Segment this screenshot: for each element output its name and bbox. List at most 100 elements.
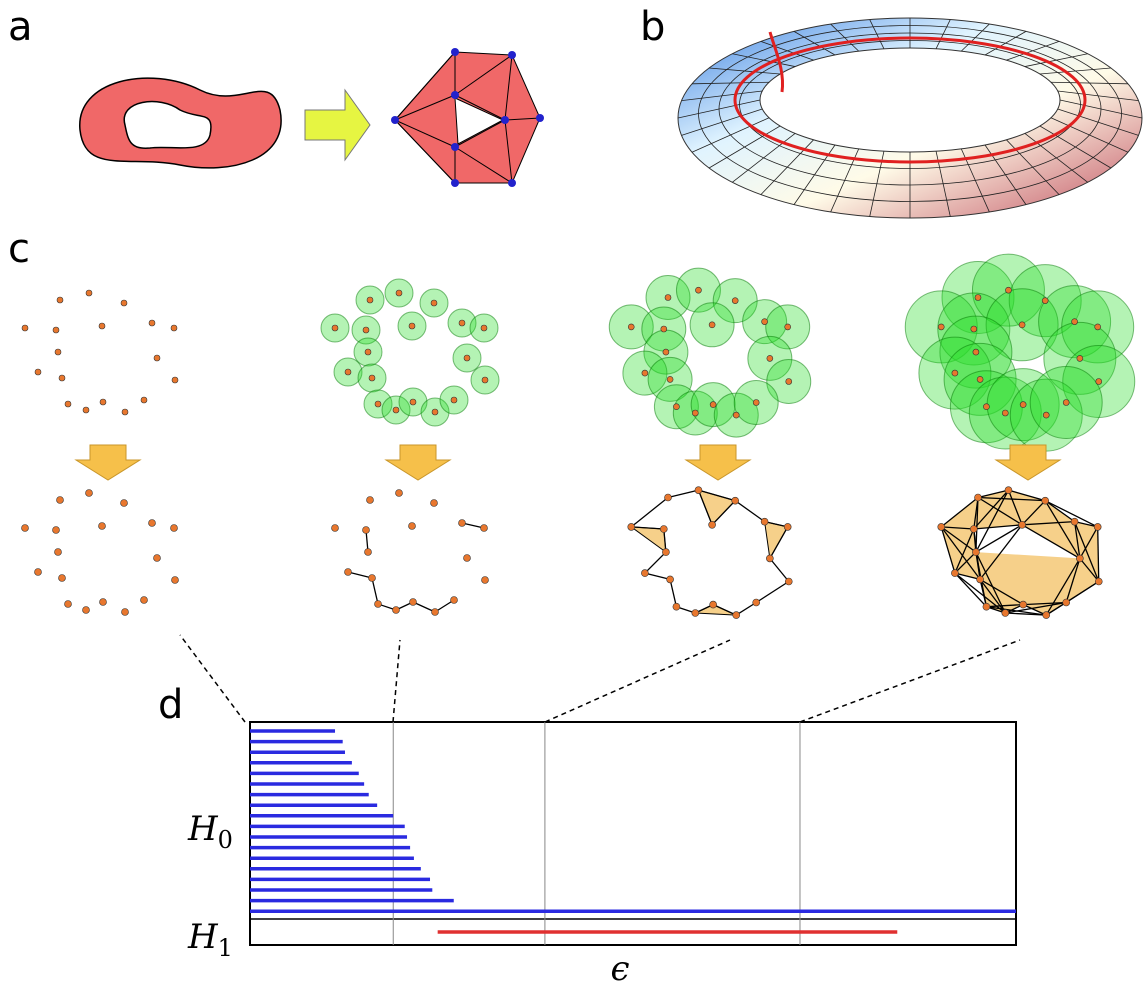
point <box>367 497 374 504</box>
point <box>1019 322 1025 328</box>
point <box>628 324 634 330</box>
point <box>1042 298 1048 304</box>
vertex <box>451 91 459 99</box>
point <box>784 523 791 530</box>
point <box>1042 497 1049 504</box>
point <box>692 410 698 416</box>
point <box>761 518 768 525</box>
point <box>53 327 59 333</box>
point <box>1005 287 1011 293</box>
point <box>393 607 400 614</box>
filtration <box>22 254 1135 618</box>
point <box>409 323 415 329</box>
point <box>83 407 89 413</box>
down-arrow <box>386 445 450 480</box>
point <box>977 376 983 382</box>
vertex <box>536 114 544 122</box>
point <box>99 323 105 329</box>
point <box>786 379 792 385</box>
point <box>365 349 371 355</box>
point <box>665 494 672 501</box>
arrow <box>305 90 370 160</box>
point <box>1020 402 1026 408</box>
point <box>172 377 178 383</box>
point <box>121 500 128 507</box>
point <box>628 523 635 530</box>
point <box>1043 412 1049 418</box>
vertex <box>451 48 459 56</box>
point <box>141 397 147 403</box>
point <box>141 597 148 604</box>
point <box>766 555 773 562</box>
panel-label: b <box>640 4 665 50</box>
point <box>149 520 156 527</box>
point <box>464 555 471 562</box>
edge <box>670 579 676 606</box>
barcode: H0 H1 ϵ <box>180 635 1020 985</box>
edge <box>645 573 670 579</box>
point <box>410 399 416 405</box>
point <box>695 487 702 494</box>
point <box>1095 578 1102 585</box>
point <box>1096 379 1102 385</box>
point <box>369 375 375 381</box>
leader <box>180 635 245 722</box>
point <box>432 409 438 415</box>
point <box>673 603 680 610</box>
point <box>709 322 715 328</box>
point <box>667 576 674 583</box>
point <box>459 320 465 326</box>
panel-label: a <box>8 4 33 50</box>
point <box>1043 612 1050 619</box>
point <box>1095 324 1101 330</box>
point <box>59 375 65 381</box>
triangulation <box>391 48 544 187</box>
point <box>482 577 489 584</box>
leader <box>545 640 730 722</box>
point <box>122 409 128 415</box>
leader <box>393 640 400 722</box>
point <box>172 577 179 584</box>
point <box>1076 555 1083 562</box>
vertex <box>451 179 459 187</box>
point <box>86 490 93 497</box>
point <box>665 295 671 301</box>
point <box>951 570 958 577</box>
point <box>1071 518 1078 525</box>
point <box>732 298 738 304</box>
figure: a b c d H0 H1 ϵ <box>0 0 1144 985</box>
point <box>375 401 381 407</box>
point <box>363 527 370 534</box>
point <box>393 407 399 413</box>
panel-label: d <box>158 682 183 728</box>
edge <box>372 578 378 604</box>
point <box>332 525 339 532</box>
down-arrow <box>76 445 140 480</box>
point <box>65 401 71 407</box>
point <box>481 525 488 532</box>
point <box>332 325 338 331</box>
edge <box>645 552 666 573</box>
point <box>86 290 92 296</box>
point <box>154 555 161 562</box>
point <box>1002 410 1008 416</box>
shape-blob <box>80 78 281 168</box>
point <box>431 300 437 306</box>
point <box>673 404 679 410</box>
point <box>154 355 160 361</box>
vertex <box>501 116 509 124</box>
point <box>662 549 669 556</box>
point <box>660 526 667 533</box>
point <box>99 523 106 530</box>
point <box>459 520 466 527</box>
point <box>121 300 127 306</box>
point <box>1002 610 1009 617</box>
point <box>1063 400 1069 406</box>
point <box>100 399 106 405</box>
point <box>409 523 416 530</box>
point <box>785 578 792 585</box>
point <box>692 610 699 617</box>
point <box>396 490 403 497</box>
point <box>171 325 177 331</box>
edge <box>756 582 789 603</box>
